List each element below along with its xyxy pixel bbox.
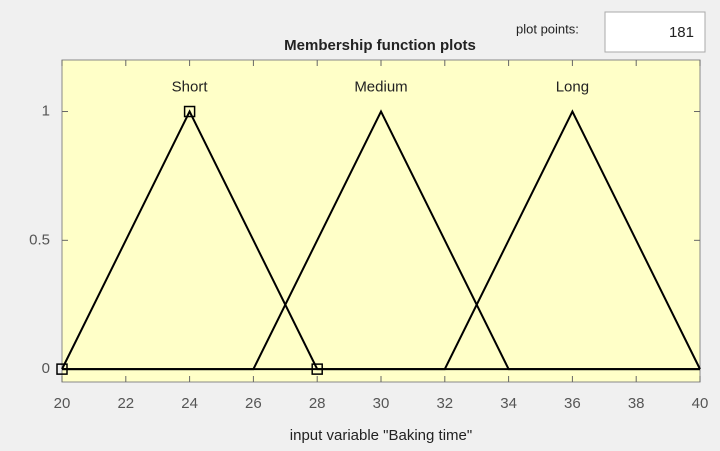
chart-title: Membership function plots	[284, 37, 476, 54]
x-tick-label: 34	[500, 395, 517, 412]
mf-name: Medium	[354, 78, 407, 95]
mf-line	[62, 109, 701, 371]
y-tick-label: 0	[42, 360, 50, 377]
x-tick-label: 20	[54, 395, 71, 412]
plot-points-label: plot points:	[516, 21, 579, 36]
x-tick-label: 26	[245, 395, 262, 412]
x-tick-label: 30	[373, 395, 390, 412]
x-tick-label: 40	[692, 395, 709, 412]
x-tick-label: 32	[436, 395, 453, 412]
plot-area	[61, 59, 701, 383]
mf-name: Short	[172, 78, 209, 95]
x-axis-label: input variable "Baking time"	[290, 427, 472, 444]
x-tick-label: 22	[117, 395, 134, 412]
plot-points-value[interactable]: 181	[669, 24, 694, 41]
mf-name: Long	[556, 78, 589, 95]
x-tick-label: 24	[181, 395, 198, 412]
x-tick-label: 28	[309, 395, 326, 412]
y-tick-label: 1	[42, 102, 50, 119]
y-tick-label: 0.5	[29, 231, 50, 248]
x-tick-label: 38	[628, 395, 645, 412]
plot-points-box[interactable]	[604, 11, 706, 53]
vertex-marker	[183, 105, 196, 118]
x-tick-label: 36	[564, 395, 581, 412]
